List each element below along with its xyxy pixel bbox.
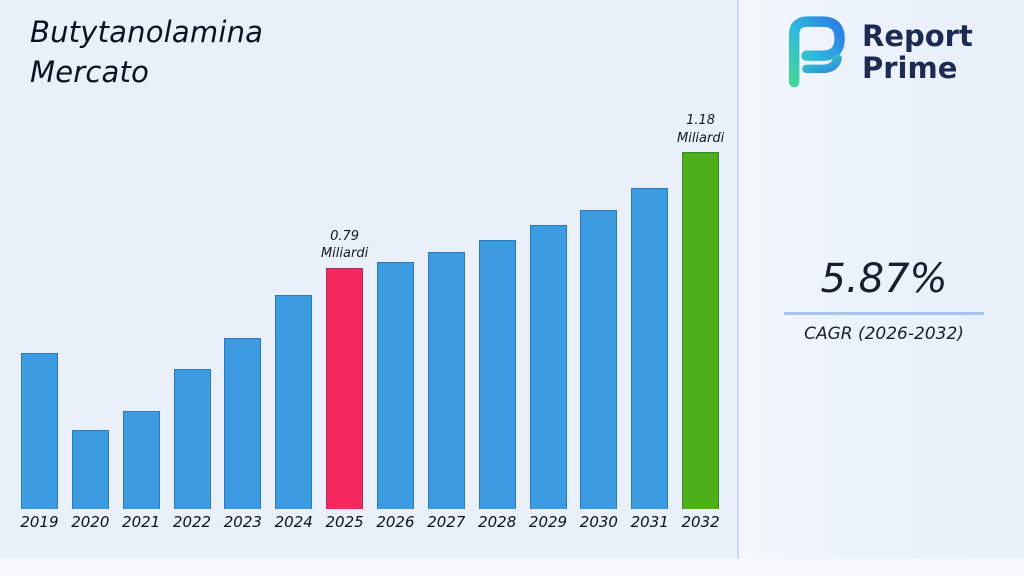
bar-column-2025: 0.79 Miliardi 2025 <box>319 112 370 535</box>
bar-2023 <box>224 338 262 509</box>
bar-chart: 2019 2020 2021 2022 2023 2024 0.79 Miliardi 2025… <box>14 112 726 535</box>
x-tick-2020: 2020 <box>71 513 110 531</box>
x-tick-2021: 2021 <box>122 513 161 531</box>
bar-2025 <box>326 268 364 509</box>
bar-2022 <box>173 369 211 509</box>
bar-2020 <box>71 430 109 509</box>
bar-2029 <box>529 225 567 509</box>
bar-column-2020: 2020 <box>65 112 116 535</box>
x-tick-2031: 2031 <box>630 513 669 531</box>
x-tick-2024: 2024 <box>274 513 313 531</box>
bar-column-2029: 2029 <box>523 112 574 535</box>
bar-2032 <box>682 152 720 510</box>
page-title-line2: Mercato <box>30 55 150 90</box>
vertical-divider <box>737 0 739 576</box>
report-prime-logo: Report Prime <box>780 12 973 92</box>
x-tick-2028: 2028 <box>478 513 517 531</box>
report-prime-logo-text: Report Prime <box>862 18 973 85</box>
bar-column-2021: 2021 <box>116 112 167 535</box>
bar-2031 <box>631 188 669 509</box>
x-tick-2026: 2026 <box>376 513 415 531</box>
right-panel <box>739 0 1024 576</box>
logo-text-line1: Report <box>862 18 973 53</box>
cagr-value: 5.87% <box>784 256 984 315</box>
bar-column-2031: 2031 <box>624 112 675 535</box>
page-title-line1: Butytanolamina <box>30 15 264 49</box>
logo-text-line2: Prime <box>862 51 958 85</box>
bar-column-2028: 2028 <box>472 112 523 535</box>
x-tick-2023: 2023 <box>223 513 262 531</box>
bottom-strip <box>0 559 1024 576</box>
bar-2019 <box>20 353 58 509</box>
x-tick-2030: 2030 <box>579 513 618 531</box>
bar-column-2030: 2030 <box>573 112 624 535</box>
x-tick-2025: 2025 <box>325 513 364 531</box>
cagr-stat: 5.87% CAGR (2026-2032) <box>764 256 1004 344</box>
bar-2026 <box>376 262 414 509</box>
bar-2021 <box>122 411 160 509</box>
cagr-label: CAGR (2026-2032) <box>804 324 964 344</box>
bar-2024 <box>275 295 313 509</box>
bar-2030 <box>580 210 618 509</box>
bar-column-2023: 2023 <box>217 112 268 535</box>
bar-column-2022: 2022 <box>167 112 218 535</box>
bar-column-2026: 2026 <box>370 112 421 535</box>
report-prime-logo-icon <box>780 12 850 92</box>
bar-value-label-2032: 1.18 Miliardi <box>676 113 725 146</box>
bar-column-2019: 2019 <box>14 112 65 535</box>
bar-2028 <box>478 240 516 509</box>
x-tick-2019: 2019 <box>20 513 59 531</box>
bar-2027 <box>427 252 465 509</box>
page-title: Butytanolamina Mercato <box>30 12 263 92</box>
x-tick-2022: 2022 <box>172 513 212 531</box>
x-tick-2027: 2027 <box>427 513 466 531</box>
x-tick-2029: 2029 <box>528 513 568 531</box>
bar-value-label-2025: 0.79 Miliardi <box>320 228 369 262</box>
bar-column-2024: 2024 <box>268 112 319 535</box>
bar-column-2027: 2027 <box>421 112 472 535</box>
bar-column-2032: 1.18 Miliardi 2032 <box>675 112 726 535</box>
x-tick-2032: 2032 <box>681 513 720 532</box>
